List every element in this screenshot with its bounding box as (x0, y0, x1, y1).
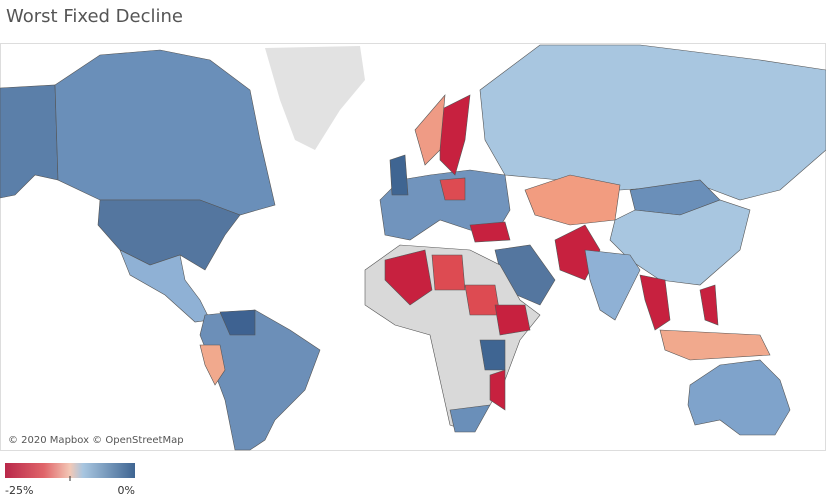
libya (431, 254, 466, 291)
australia (687, 359, 791, 436)
canada (54, 49, 276, 216)
title: Worst Fixed Decline (6, 6, 183, 27)
legend-gradient (5, 463, 135, 478)
thailand (639, 274, 671, 331)
russia (479, 44, 826, 201)
south-africa (449, 404, 491, 433)
greenland (265, 46, 365, 150)
mexico (119, 249, 211, 323)
uk (389, 154, 409, 196)
attribution: © 2020 Mapbox © OpenStreetMap (8, 435, 184, 446)
legend-min-label: -25% (5, 484, 33, 497)
norway (414, 94, 446, 166)
indonesia (659, 329, 771, 361)
china (609, 199, 751, 286)
sweden (439, 94, 471, 176)
usa (97, 199, 241, 271)
poland (439, 177, 466, 201)
countries (0, 44, 826, 451)
legend-max-label: 0% (118, 484, 135, 497)
venezuela (219, 309, 256, 336)
india (584, 249, 641, 321)
sudan (464, 284, 501, 316)
peru (199, 344, 226, 386)
algeria (384, 249, 433, 306)
turkey (469, 221, 511, 243)
philippines (699, 284, 719, 326)
ethiopia (494, 304, 531, 336)
mozambique (489, 369, 506, 411)
